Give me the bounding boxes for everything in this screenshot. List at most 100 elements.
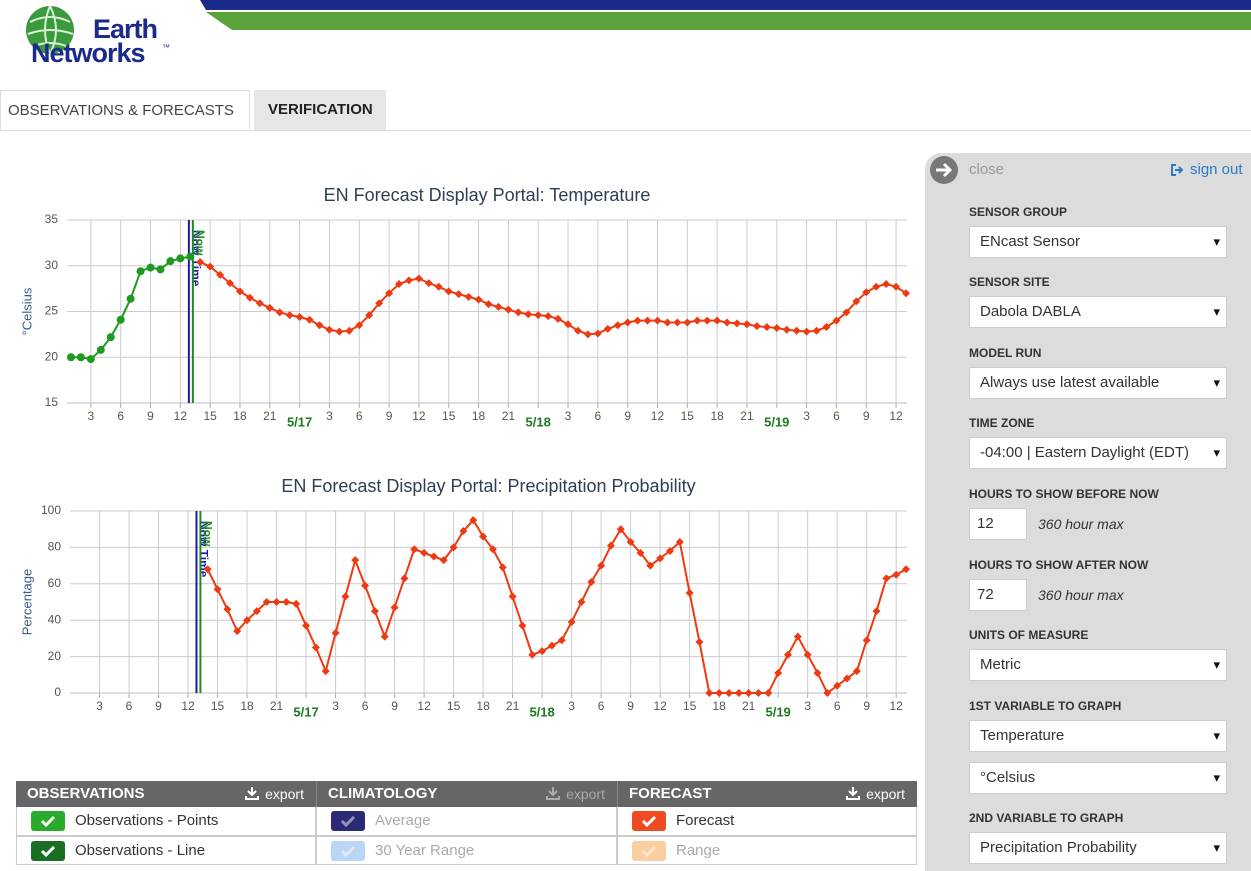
x-tick-label: 21 xyxy=(742,699,756,713)
data-point xyxy=(474,295,483,304)
legend-checkbox[interactable] xyxy=(331,841,365,861)
x-tick-label: 12 xyxy=(181,699,195,713)
data-point xyxy=(390,603,399,612)
data-point xyxy=(375,299,384,308)
x-tick-label: 9 xyxy=(863,409,870,423)
tab-divider xyxy=(0,130,1251,131)
close-icon[interactable] xyxy=(929,155,959,185)
data-point xyxy=(454,290,463,299)
data-point xyxy=(703,316,712,325)
data-point xyxy=(136,267,145,276)
select-box[interactable]: Precipitation Probability xyxy=(969,832,1227,864)
select-box[interactable]: Metric xyxy=(969,649,1227,681)
now-label: Now xyxy=(200,521,214,547)
data-point xyxy=(262,598,271,606)
data-point xyxy=(243,616,252,625)
data-point xyxy=(508,592,517,601)
x-tick-label: 9 xyxy=(624,409,631,423)
x-tick-label: 5/17 xyxy=(293,704,318,719)
data-point xyxy=(459,527,468,536)
text-input[interactable]: 72 xyxy=(969,579,1027,611)
data-point xyxy=(66,353,75,362)
legend-row[interactable]: Average xyxy=(316,807,617,836)
input-note: 360 hour max xyxy=(1038,587,1124,603)
data-point xyxy=(762,323,771,332)
x-tick-label: 12 xyxy=(651,409,665,423)
legend-checkbox[interactable] xyxy=(632,841,666,861)
sign-out-link[interactable]: sign out xyxy=(1190,161,1243,178)
select-box[interactable]: Dabola DABLA xyxy=(969,296,1227,328)
data-point xyxy=(321,667,330,676)
data-point xyxy=(752,322,761,331)
data-point xyxy=(252,607,261,616)
charts: EN Forecast Display Portal: Temperature °… xyxy=(19,185,911,719)
data-point xyxy=(695,638,704,647)
data-point xyxy=(685,588,694,597)
data-point xyxy=(295,312,304,321)
y-tick-label: 20 xyxy=(45,349,59,363)
legend-row[interactable]: Range xyxy=(617,836,917,865)
checkmark xyxy=(641,815,657,828)
close-link[interactable]: close xyxy=(969,161,1005,178)
x-tick-label: 3 xyxy=(332,699,339,713)
legend-row[interactable]: Observations - Line xyxy=(16,836,316,865)
x-tick-label: 6 xyxy=(833,409,840,423)
data-point xyxy=(275,308,284,317)
data-point xyxy=(902,565,911,574)
x-tick-label: 12 xyxy=(412,409,426,423)
legend-row[interactable]: 30 Year Range xyxy=(316,836,617,865)
y-tick-label: 0 xyxy=(54,685,61,699)
legend-label: Observations - Line xyxy=(75,842,206,859)
legend-checkbox[interactable] xyxy=(632,811,666,831)
select-box[interactable]: -04:00 | Eastern Daylight (EDT) xyxy=(969,437,1227,469)
select-box[interactable]: Always use latest available xyxy=(969,367,1227,399)
data-point xyxy=(285,311,294,320)
legend-header-title: FORECAST xyxy=(629,785,712,802)
export-link[interactable]: export xyxy=(245,781,304,807)
legend-header-title: CLIMATOLOGY xyxy=(328,785,438,802)
sign-out-icon[interactable] xyxy=(1170,163,1184,177)
tab[interactable]: VERIFICATION xyxy=(254,90,386,130)
checkmark xyxy=(340,845,356,858)
legend-row[interactable]: Observations - Points xyxy=(16,807,316,836)
data-point xyxy=(484,300,493,309)
data-point xyxy=(734,689,743,697)
data-point xyxy=(593,329,602,338)
text-input[interactable]: 12 xyxy=(969,508,1027,540)
data-point xyxy=(126,294,135,303)
select-box[interactable]: Temperature xyxy=(969,720,1227,752)
data-point xyxy=(636,548,645,557)
data-point xyxy=(524,310,533,319)
tab[interactable]: OBSERVATIONS & FORECASTS xyxy=(0,90,250,130)
data-point xyxy=(852,297,861,306)
data-point xyxy=(742,320,751,329)
field-label: SENSOR GROUP xyxy=(969,205,1068,219)
legend-checkbox[interactable] xyxy=(331,811,365,831)
data-point xyxy=(410,545,419,554)
data-point xyxy=(255,299,264,308)
data-point xyxy=(424,279,433,288)
select-box[interactable]: ENcast Sensor xyxy=(969,226,1227,258)
legend-header: CLIMATOLOGY export xyxy=(316,781,617,807)
export-link[interactable]: export xyxy=(846,781,905,807)
logo-text: Earth xyxy=(93,14,157,44)
data-point xyxy=(186,252,195,261)
data-point xyxy=(715,689,724,697)
select-box[interactable]: °Celsius xyxy=(969,762,1227,794)
data-point xyxy=(842,308,851,317)
export-link[interactable]: export xyxy=(546,781,605,807)
legend-checkbox[interactable] xyxy=(31,841,65,861)
now-label: Now xyxy=(193,230,207,256)
legend-row[interactable]: Forecast xyxy=(617,807,917,836)
data-point xyxy=(488,545,497,554)
export-icon xyxy=(546,787,561,800)
data-point xyxy=(862,288,871,297)
x-tick-label: 5/19 xyxy=(765,704,790,719)
input-note: 360 hour max xyxy=(1038,516,1124,532)
data-point xyxy=(852,667,861,676)
x-tick-label: 3 xyxy=(565,409,572,423)
data-point xyxy=(665,547,674,556)
data-point xyxy=(783,650,792,659)
data-point xyxy=(235,287,244,296)
legend-checkbox[interactable] xyxy=(31,811,65,831)
